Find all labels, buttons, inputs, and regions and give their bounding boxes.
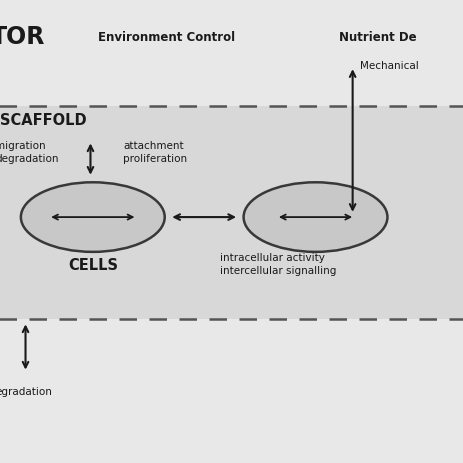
- Text: egradation: egradation: [0, 386, 52, 396]
- Text: migration
degradation: migration degradation: [0, 140, 59, 163]
- Text: TOR: TOR: [0, 25, 45, 49]
- Text: Nutrient De: Nutrient De: [338, 31, 415, 44]
- Text: Mechanical: Mechanical: [359, 61, 418, 71]
- Text: Environment Control: Environment Control: [98, 31, 235, 44]
- Ellipse shape: [243, 183, 387, 252]
- Text: attachment
proliferation: attachment proliferation: [123, 140, 187, 163]
- Text: SCAFFOLD: SCAFFOLD: [0, 113, 87, 128]
- Text: intracellular activity
intercellular signalling: intracellular activity intercellular sig…: [220, 252, 336, 275]
- Text: CELLS: CELLS: [68, 257, 118, 272]
- Bar: [0, 106, 463, 319]
- Ellipse shape: [21, 183, 164, 252]
